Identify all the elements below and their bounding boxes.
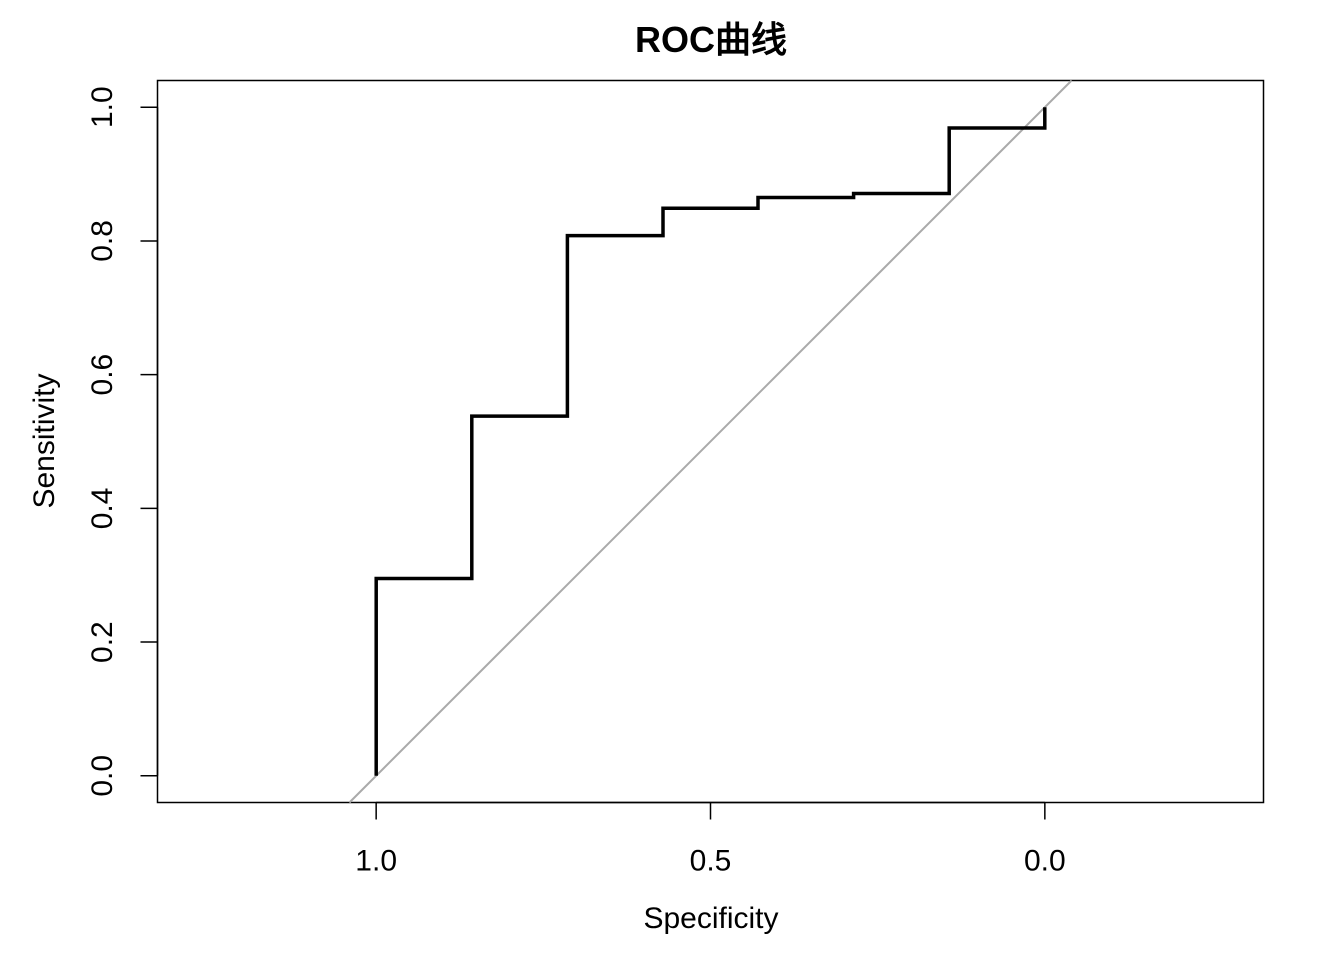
reference-diagonal-line <box>348 79 1073 804</box>
y-axis-title: Sensitivity <box>28 373 61 508</box>
y-tick-label: 0.4 <box>86 488 119 530</box>
y-tick-label: 1.0 <box>86 86 119 128</box>
y-tick-label: 0.6 <box>86 354 119 396</box>
roc-curve-line <box>374 107 1047 776</box>
x-tick-label: 0.5 <box>690 845 732 878</box>
x-axis: 1.0 0.5 0.0 <box>355 801 1066 878</box>
y-tick-label: 0.0 <box>86 755 119 797</box>
x-tick-label: 1.0 <box>355 845 397 878</box>
y-tick-label: 0.8 <box>86 220 119 262</box>
x-axis-title: Specificity <box>643 902 778 935</box>
y-axis: 0.0 0.2 0.4 0.6 0.8 1.0 <box>86 86 159 797</box>
chart-title: ROC曲线 <box>635 19 787 60</box>
x-tick-label: 0.0 <box>1024 845 1066 878</box>
y-tick-label: 0.2 <box>86 621 119 663</box>
